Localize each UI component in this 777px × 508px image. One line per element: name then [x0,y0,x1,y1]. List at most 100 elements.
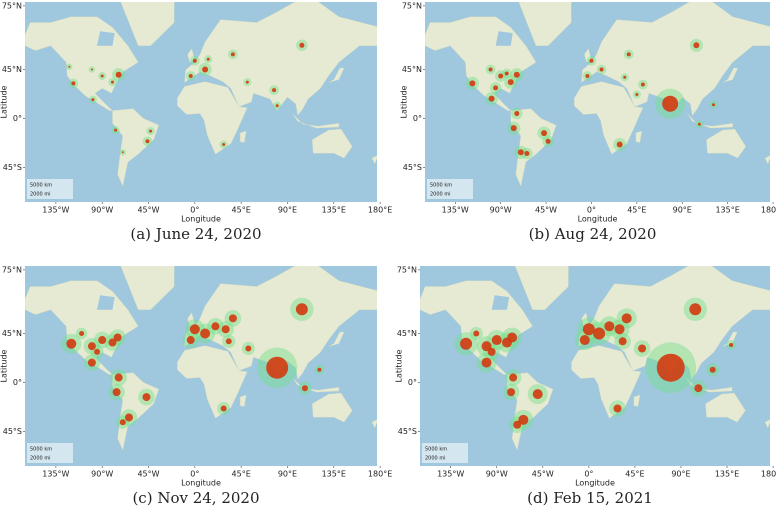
bubble [517,149,524,156]
x-tick-label: 0° [190,470,199,479]
bubble [188,74,193,79]
bubble [124,413,133,422]
caption: (c) Nov 24, 2020 [132,489,259,507]
bubble [108,338,117,347]
bubble [613,404,622,413]
bubble [709,366,716,373]
y-tick-label: 75°N [2,265,22,274]
bubble [507,79,514,86]
bubble [230,52,235,57]
bubble [532,389,543,400]
bubble [202,66,209,73]
scale-bar [427,179,473,199]
bubble [113,333,122,342]
bubble [524,150,530,156]
map-panel: 5000 km 2000 mi 135°W 90°W 45°W 0° 45°E 90°E 135… [0,265,392,507]
bubble [98,336,107,345]
scale-label: 5000 km [30,183,52,189]
x-tick-label: 135°W [42,206,69,215]
y-tick-label: 45°S [398,427,417,436]
bubble [614,324,625,335]
bubble [149,129,153,133]
y-tick-label: 75°N [2,1,22,10]
y-axis-label: Latitude [400,85,409,118]
y-axis-label: Latitude [395,349,404,382]
bubble [87,342,96,351]
map-area: 5000 km 2000 mi [25,2,377,202]
bubble [79,330,85,336]
y-tick-label: 75°N [402,1,422,10]
y-tick-label: 75°N [397,265,417,274]
x-tick-label: 90°W [486,470,508,479]
x-tick-label: 45°E [627,206,646,215]
bubble [638,344,647,353]
x-tick-label: 45°E [232,206,251,215]
bubble [295,303,308,316]
bubble [498,73,504,79]
bubble [460,337,473,350]
x-tick-label: 180°E [368,470,392,479]
x-tick-label: 90°E [673,206,692,215]
y-tick-label: 45°N [397,329,417,338]
bubble [493,85,499,91]
bubble [71,81,76,86]
map-area: 5000 km 2000 mi [425,2,770,202]
x-tick-label: 45°W [137,206,159,215]
x-tick-label: 90°E [671,470,690,479]
bubble [142,393,151,402]
map-panel: 5000 km 2000 mi 135°W 90°W 45°W 0° 45°E 90°E 135… [400,1,777,243]
x-axis-label: Longitude [181,479,221,488]
x-tick-label: 45°E [232,470,251,479]
y-tick-label: 45°S [403,163,422,172]
y-tick-label: 0° [13,378,22,387]
bubble [119,419,126,426]
bubble [604,321,615,332]
bubble [488,95,495,102]
bubble [225,338,232,345]
bubble [640,82,645,87]
bubble [635,92,639,96]
caption: (a) June 24, 2020 [130,225,261,243]
x-tick-label: 45°W [137,470,159,479]
x-tick-label: 0° [584,470,593,479]
x-tick-label: 45°W [535,206,557,215]
bubble [90,68,93,71]
bubble [100,74,104,78]
bubble [317,367,322,372]
x-tick-label: 135°W [437,470,464,479]
bubble [112,388,121,397]
x-tick-label: 0° [190,206,199,215]
bubble [91,98,95,102]
bubble [481,341,492,352]
x-tick-label: 0° [587,206,596,215]
bubble [481,357,492,368]
bubble [299,42,305,48]
x-tick-label: 90°W [91,470,113,479]
bubble [275,104,279,108]
x-tick-label: 180°E [761,206,777,215]
y-axis-label: Latitude [0,85,9,118]
bubble [66,338,77,349]
scale-label: 5000 km [425,447,447,453]
bubble [694,384,703,393]
bubble [189,324,200,335]
bubble [488,67,493,72]
scale-bar [422,443,468,463]
bubble [514,111,520,117]
y-tick-label: 0° [413,114,422,123]
bubble [301,385,308,392]
scale-label: 2000 mi [30,456,51,462]
y-tick-label: 0° [408,378,417,387]
x-tick-label: 135°E [715,206,739,215]
bubble [206,57,210,61]
bubble [585,74,590,79]
bubble [662,95,679,112]
y-tick-label: 45°S [3,163,22,172]
bubble [623,75,627,79]
bubble [266,356,289,379]
bubble [618,337,627,346]
x-axis-label: Longitude [578,215,618,224]
bubble [616,141,623,148]
bubble [541,130,548,137]
